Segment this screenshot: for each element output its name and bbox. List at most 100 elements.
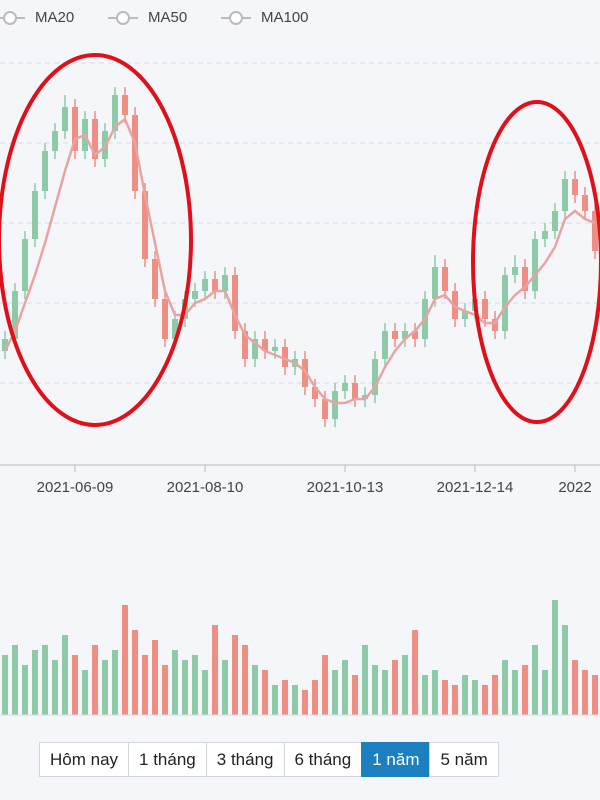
volume-bar (62, 635, 68, 715)
range-button[interactable]: 1 năm (361, 742, 431, 777)
volume-bar (2, 655, 8, 715)
x-tick-label: 2021-08-10 (167, 479, 244, 496)
candle-body (192, 291, 198, 299)
candle-body (432, 267, 438, 299)
volume-bar (22, 665, 28, 715)
volume-bar (192, 655, 198, 715)
candle-body (42, 151, 48, 191)
legend-label: MA50 (148, 9, 187, 26)
volume-bar (152, 640, 158, 715)
volume-bar (92, 645, 98, 715)
volume-bar (582, 670, 588, 715)
volume-bar (552, 600, 558, 715)
volume-bar (542, 670, 548, 715)
candle-body (22, 239, 28, 291)
candle-body (222, 275, 228, 291)
volume-bar (182, 660, 188, 715)
volume-bar (452, 685, 458, 715)
volume-bar (332, 670, 338, 715)
candle-body (452, 291, 458, 319)
volume-bar (412, 630, 418, 715)
candle-body (62, 107, 68, 131)
candle-body (202, 279, 208, 291)
volume-bar (342, 660, 348, 715)
candle-body (582, 195, 588, 211)
legend-label: MA100 (261, 9, 309, 26)
range-button[interactable]: 1 tháng (128, 742, 207, 777)
legend-marker (116, 11, 130, 25)
volume-bar (232, 635, 238, 715)
volume-bar (122, 605, 128, 715)
volume-bar (42, 645, 48, 715)
candle-body (112, 95, 118, 131)
volume-bar (382, 670, 388, 715)
candle-body (152, 259, 158, 299)
volume-bar (172, 650, 178, 715)
candle-body (342, 383, 348, 391)
volume-bar (322, 655, 328, 715)
volume-bar (402, 655, 408, 715)
candle-body (372, 359, 378, 395)
candle-body (332, 391, 338, 419)
candle-body (282, 347, 288, 367)
volume-bar (392, 660, 398, 715)
highlight-ellipse (471, 100, 600, 424)
volume-bar (112, 650, 118, 715)
legend-marker (3, 11, 17, 25)
candle-body (92, 119, 98, 159)
candle-body (572, 179, 578, 195)
volume-bar (522, 665, 528, 715)
legend-label: MA20 (35, 9, 74, 26)
volume-bar (272, 685, 278, 715)
candle-body (52, 131, 58, 151)
range-button[interactable]: 6 tháng (283, 742, 363, 777)
candle-body (402, 331, 408, 339)
volume-bar (212, 625, 218, 715)
candle-body (592, 211, 598, 251)
range-button[interactable]: 3 tháng (205, 742, 285, 777)
volume-bar (162, 665, 168, 715)
volume-bar (292, 685, 298, 715)
volume-bar (422, 675, 428, 715)
candle-body (32, 191, 38, 239)
volume-bar (52, 660, 58, 715)
range-selector: Hôm nay 1 tháng 3 tháng 6 tháng 1 năm 5 năm (39, 742, 499, 777)
candle-body (2, 339, 8, 351)
candle-body (532, 239, 538, 291)
x-tick-label: 2021-12-14 (437, 479, 514, 496)
volume-bar (282, 680, 288, 715)
volume-bar (432, 670, 438, 715)
candle-body (362, 395, 368, 399)
candle-body (142, 191, 148, 259)
volume-bar (592, 675, 598, 715)
candle-body (502, 275, 508, 331)
volume-bar (502, 660, 508, 715)
volume-bar (202, 670, 208, 715)
candle-body (562, 179, 568, 211)
candle-body (492, 319, 498, 331)
candle-body (122, 95, 128, 115)
volume-bar (82, 670, 88, 715)
candle-body (542, 231, 548, 239)
candle-body (322, 399, 328, 419)
candle-body (262, 339, 268, 351)
range-button[interactable]: 5 năm (429, 742, 499, 777)
candle-body (132, 115, 138, 191)
candle-body (462, 311, 468, 319)
volume-bar (142, 655, 148, 715)
volume-bar (512, 670, 518, 715)
range-button[interactable]: Hôm nay (39, 742, 130, 777)
candle-body (162, 299, 168, 339)
volume-bar (362, 645, 368, 715)
candle-body (522, 267, 528, 291)
x-tick-label: 2021-10-13 (307, 479, 384, 496)
candle-body (72, 107, 78, 151)
volume-bar (32, 650, 38, 715)
volume-bar (532, 645, 538, 715)
volume-bar (132, 630, 138, 715)
volume-bar (352, 675, 358, 715)
candle-body (12, 291, 18, 339)
volume-bar (312, 680, 318, 715)
